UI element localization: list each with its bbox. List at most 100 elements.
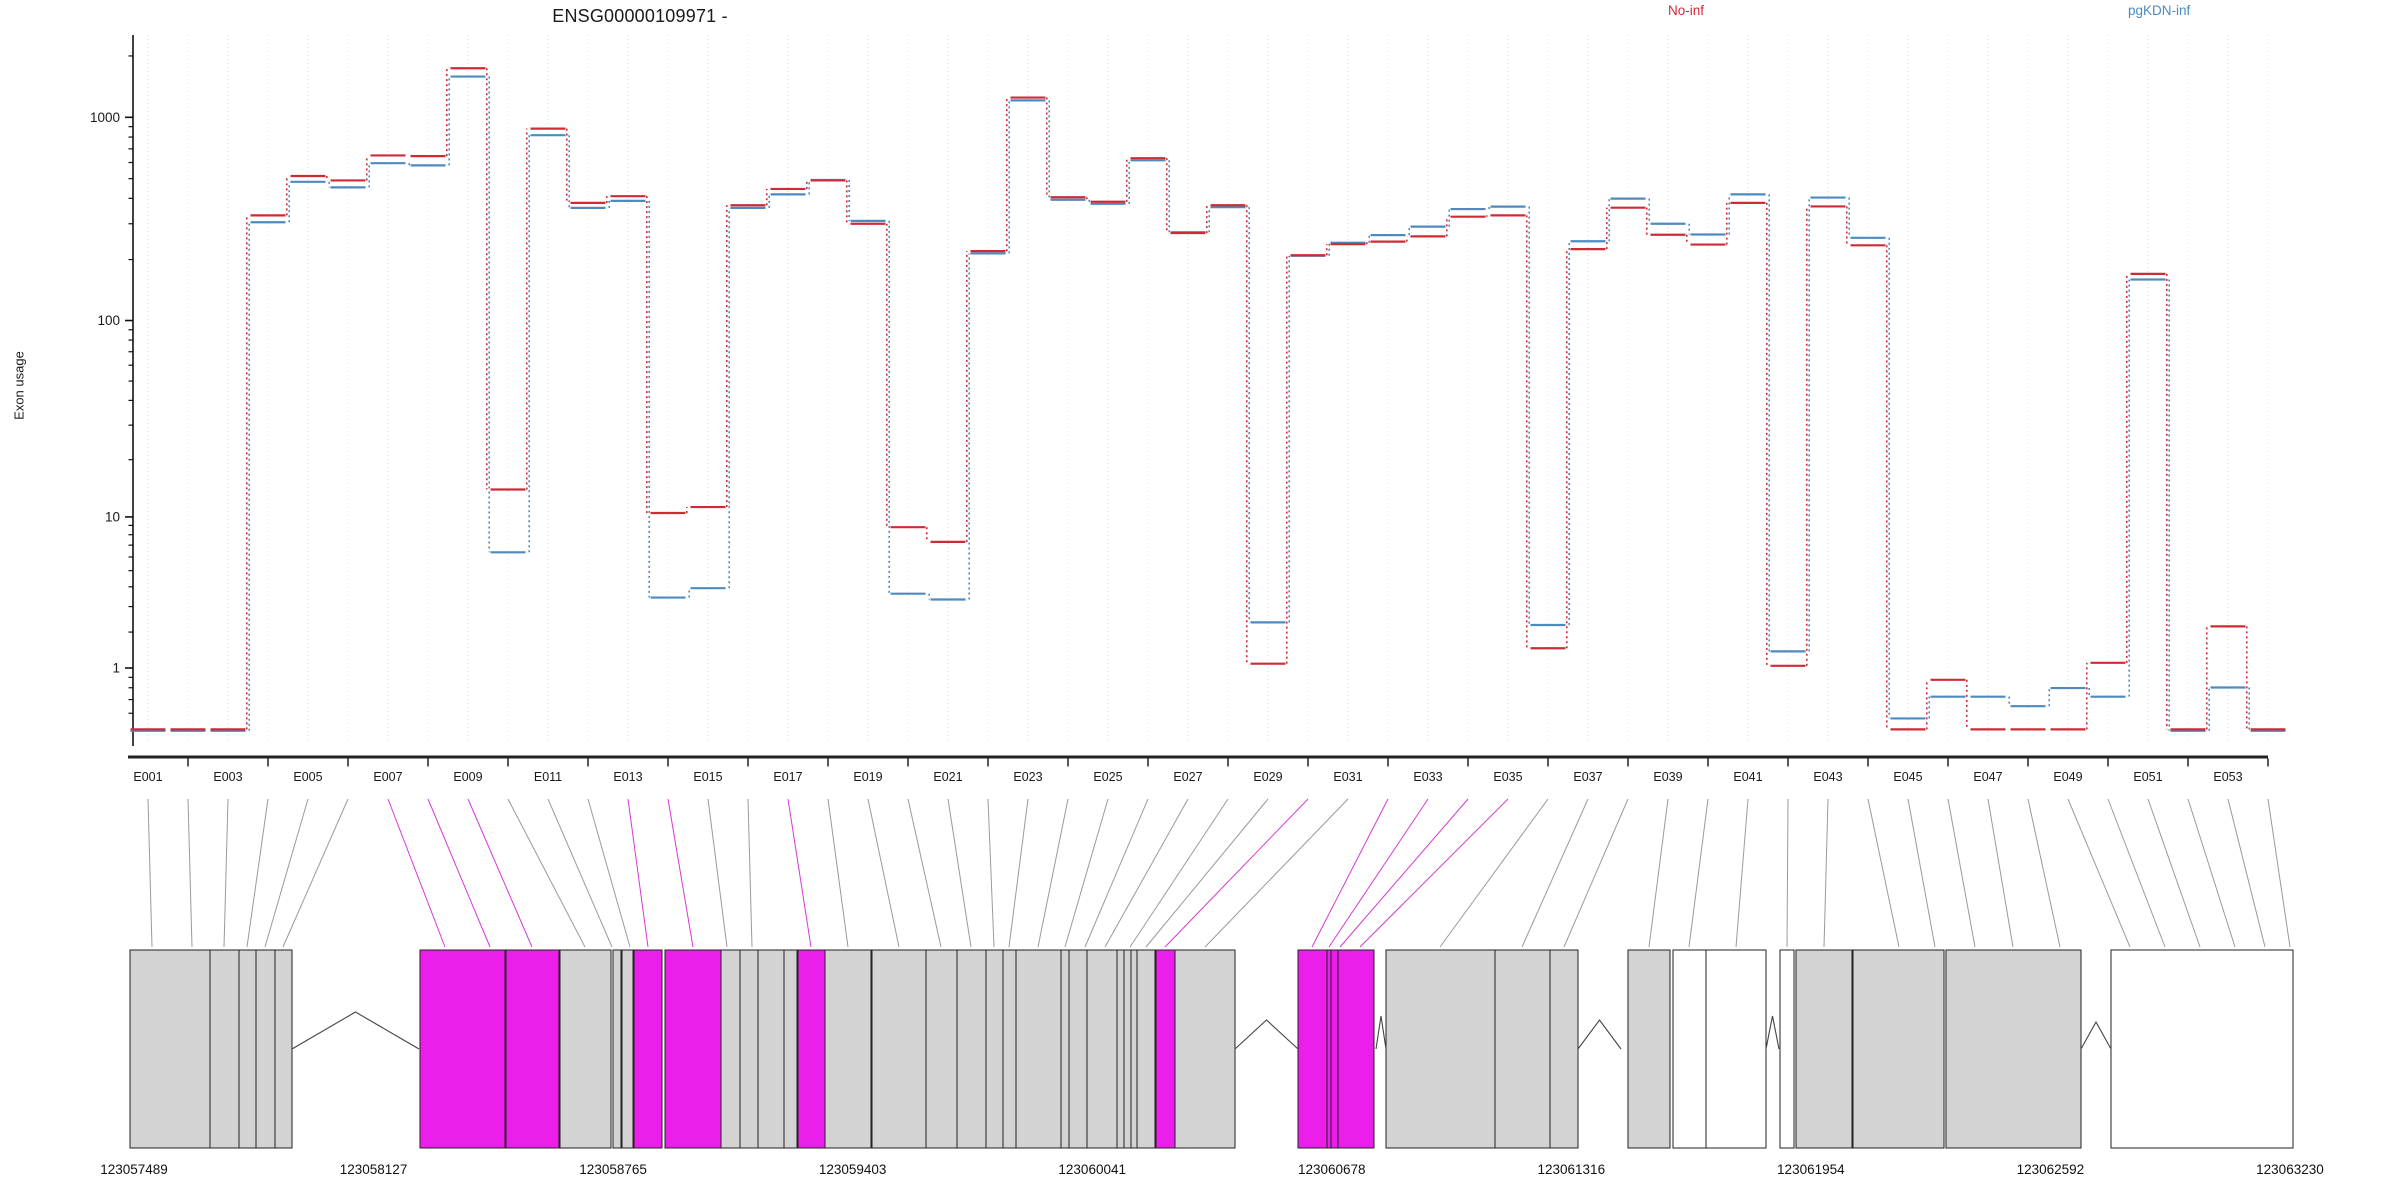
gene-model-exon-significant bbox=[633, 949, 663, 1149]
genomic-coordinate: 123062592 bbox=[2017, 1162, 2085, 1177]
genomic-coordinate: 123061316 bbox=[1538, 1162, 1606, 1177]
genomic-coordinate: 123063230 bbox=[2256, 1162, 2324, 1177]
gene-model-exon bbox=[1945, 949, 2082, 1149]
exon-tick-label: E007 bbox=[373, 770, 402, 784]
gene-model-exon bbox=[757, 949, 785, 1149]
exon-tick-label: E019 bbox=[853, 770, 882, 784]
gene-model-exon bbox=[1627, 949, 1671, 1149]
gene-model-exon bbox=[1068, 949, 1088, 1149]
gene-model-exon-significant bbox=[505, 949, 560, 1149]
exon-tick-label: E037 bbox=[1573, 770, 1602, 784]
exon-tick-label: E009 bbox=[453, 770, 482, 784]
exon-tick-label: E015 bbox=[693, 770, 722, 784]
gene-model-exon bbox=[1852, 949, 1945, 1149]
intron-chevron bbox=[1234, 1019, 1299, 1050]
exon-tick-label: E033 bbox=[1413, 770, 1442, 784]
gene-model-exon bbox=[255, 949, 276, 1149]
exon-tick-label: E047 bbox=[1973, 770, 2002, 784]
gene-model-exon bbox=[559, 949, 612, 1149]
genomic-coordinate: 123059403 bbox=[819, 1162, 887, 1177]
legend-pgkdn-inf: pgKDN-inf bbox=[2128, 3, 2191, 18]
intron-chevron bbox=[1375, 1015, 1387, 1050]
genomic-coordinate: 123061954 bbox=[1777, 1162, 1845, 1177]
gene-model-exon-significant bbox=[419, 949, 506, 1149]
exon-tick-label: E041 bbox=[1733, 770, 1762, 784]
gene-model-exon bbox=[612, 949, 622, 1149]
y-tick-label: 1 bbox=[112, 660, 120, 675]
genomic-coordinate: 123060041 bbox=[1058, 1162, 1126, 1177]
exon-tick-label: E045 bbox=[1893, 770, 1922, 784]
exon-tick-label: E035 bbox=[1493, 770, 1522, 784]
y-tick-label: 10 bbox=[105, 509, 120, 524]
gene-model-exon bbox=[1795, 949, 1853, 1149]
gene-model-exon-significant bbox=[1330, 949, 1339, 1149]
exon-tick-label: E043 bbox=[1813, 770, 1842, 784]
gene-model-exon-significant bbox=[1297, 949, 1328, 1149]
gene-model-exon bbox=[824, 949, 872, 1149]
intron-chevron bbox=[2080, 1020, 2112, 1050]
exon-tick-label: E001 bbox=[133, 770, 162, 784]
genomic-coordinate: 123060678 bbox=[1298, 1162, 1366, 1177]
exon-tick-label: E023 bbox=[1013, 770, 1042, 784]
gene-model-exon bbox=[1086, 949, 1118, 1149]
gene-model-exon bbox=[238, 949, 257, 1149]
gene-model-exon-significant bbox=[1337, 949, 1375, 1149]
gene-model-exon bbox=[925, 949, 958, 1149]
genomic-coordinate: 123058765 bbox=[579, 1162, 647, 1177]
gene-model-exon bbox=[621, 949, 634, 1149]
gene-model-exon bbox=[1002, 949, 1017, 1149]
exon-tick-label: E021 bbox=[933, 770, 962, 784]
gene-model-exon bbox=[985, 949, 1004, 1149]
intron-chevron bbox=[1765, 1015, 1780, 1050]
y-tick-label: 100 bbox=[97, 313, 120, 328]
genomic-coordinate: 123057489 bbox=[100, 1162, 168, 1177]
gene-model-exon bbox=[1549, 949, 1579, 1149]
gene-model-exon bbox=[1136, 949, 1156, 1149]
gene-model bbox=[129, 949, 2294, 1149]
gene-model-exon bbox=[1705, 949, 1767, 1149]
intron-chevron bbox=[291, 1011, 420, 1050]
exon-tick-label: E039 bbox=[1653, 770, 1682, 784]
gene-model-exon-significant bbox=[664, 949, 722, 1149]
exon-tick-label: E031 bbox=[1333, 770, 1362, 784]
genomic-coordinate: 123058127 bbox=[340, 1162, 408, 1177]
gene-model-exon bbox=[274, 949, 293, 1149]
gene-model-exon bbox=[1116, 949, 1125, 1149]
exon-tick-label: E053 bbox=[2213, 770, 2242, 784]
gene-model-exon-significant bbox=[1326, 949, 1332, 1149]
gene-model-exon bbox=[783, 949, 798, 1149]
y-axis: 1 10 100 1000 bbox=[90, 35, 134, 746]
gene-model-exon bbox=[2110, 949, 2294, 1149]
series-no-inf bbox=[130, 67, 2286, 731]
legend-no-inf: No-inf bbox=[1668, 3, 1705, 18]
gridlines bbox=[147, 35, 2269, 742]
intron-chevron bbox=[1577, 1019, 1622, 1050]
gene-model-exon bbox=[956, 949, 987, 1149]
gene-model-exon bbox=[1672, 949, 1707, 1149]
gene-model-exon bbox=[871, 949, 927, 1149]
exon-tick-label: E025 bbox=[1093, 770, 1122, 784]
gene-model-exon bbox=[1015, 949, 1062, 1149]
connector-lines bbox=[147, 798, 2291, 948]
exon-tick-label: E029 bbox=[1253, 770, 1282, 784]
exon-axis: E001 E003 E005 E007 E009 E011 E013 E015 E017 E019… bbox=[128, 755, 2269, 784]
exon-tick-label: E027 bbox=[1173, 770, 1202, 784]
gene-model-exon bbox=[1123, 949, 1132, 1149]
exon-tick-label: E003 bbox=[213, 770, 242, 784]
gene-model-exon-significant bbox=[1155, 949, 1176, 1149]
exon-tick-label: E013 bbox=[613, 770, 642, 784]
exon-tick-label: E005 bbox=[293, 770, 322, 784]
gene-model-exon bbox=[1779, 949, 1795, 1149]
gene-model-exon-significant bbox=[797, 949, 826, 1149]
gene-model-exon bbox=[1060, 949, 1070, 1149]
gene-model-exon bbox=[129, 949, 211, 1149]
series-pgkdn-inf bbox=[130, 75, 2286, 732]
y-tick-label: 1000 bbox=[90, 110, 120, 125]
gene-model-exon bbox=[1130, 949, 1138, 1149]
exon-tick-label: E051 bbox=[2133, 770, 2162, 784]
page-title: ENSG00000109971 - bbox=[552, 6, 728, 26]
gene-model-exon bbox=[1174, 949, 1236, 1149]
exon-tick-label: E011 bbox=[534, 770, 562, 784]
